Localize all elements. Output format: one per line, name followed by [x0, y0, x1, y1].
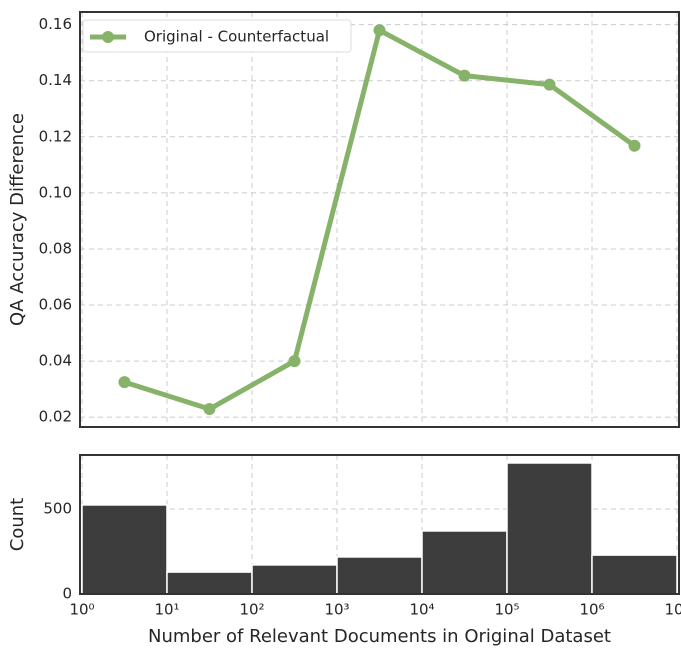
x-tick-label: 10⁰ — [69, 601, 94, 619]
y-tick-label: 0.02 — [39, 408, 72, 426]
x-axis-label: Number of Relevant Documents in Original… — [148, 626, 611, 647]
y-tick-label: 0.04 — [39, 352, 72, 370]
axes-frame — [79, 11, 680, 428]
y-tick-label: 0.08 — [39, 239, 72, 257]
point — [288, 355, 301, 368]
y-tick-label: 0.10 — [39, 183, 72, 201]
x-tick-label: 10³ — [324, 601, 349, 619]
point — [118, 376, 131, 389]
x-tick-label: 10⁷ — [664, 601, 681, 619]
bar — [506, 462, 593, 595]
y-tick-label: 0.12 — [39, 127, 72, 145]
point — [203, 403, 216, 416]
line — [123, 27, 636, 412]
bar — [81, 504, 168, 595]
axes-frame — [79, 454, 680, 595]
x-tick-label: 10² — [239, 601, 264, 619]
x-tick-label: 10⁶ — [579, 601, 604, 619]
bar — [421, 530, 508, 595]
bar — [336, 556, 423, 595]
x-tick-label: 10¹ — [154, 601, 179, 619]
y-tick-label: 0.14 — [39, 71, 72, 89]
y-axis-label: Count — [7, 498, 28, 551]
y-tick-label: 0.06 — [39, 296, 72, 314]
x-tick-label: 10⁵ — [494, 601, 519, 619]
bar — [251, 564, 338, 595]
point — [543, 78, 556, 91]
y-axis-label: QA Accuracy Difference — [7, 113, 28, 326]
legend-box — [82, 19, 352, 53]
point — [458, 69, 471, 82]
legend-label: Original - Counterfactual — [144, 28, 329, 46]
y-tick-label: 0.16 — [39, 15, 72, 33]
bar — [591, 554, 678, 595]
legend-marker — [102, 31, 114, 43]
x-tick-label: 10⁴ — [409, 601, 434, 619]
point — [373, 24, 386, 37]
bar — [166, 571, 253, 595]
point — [628, 139, 641, 152]
y-tick-label: 0 — [62, 585, 72, 603]
y-tick-label: 500 — [43, 500, 72, 518]
